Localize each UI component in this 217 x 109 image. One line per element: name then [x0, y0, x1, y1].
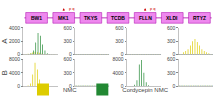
svg-text:A: A [0, 38, 9, 44]
svg-text:0: 0 [173, 83, 176, 89]
svg-text:600: 600 [167, 56, 176, 62]
svg-text:8000: 8000 [9, 56, 20, 62]
svg-text:4000: 4000 [9, 25, 20, 31]
svg-text:p q: p q [69, 6, 75, 11]
svg-text:0: 0 [69, 51, 72, 57]
svg-text:0: 0 [173, 51, 176, 57]
svg-text:RTYZ: RTYZ [193, 15, 206, 21]
svg-text:300: 300 [115, 38, 124, 44]
svg-text:MK1: MK1 [58, 15, 69, 21]
svg-text:8000: 8000 [112, 56, 123, 62]
svg-text:B: B [0, 70, 9, 75]
svg-text:2000: 2000 [9, 38, 20, 44]
svg-text:300: 300 [167, 70, 176, 76]
svg-text:300: 300 [63, 38, 72, 44]
svg-text:300: 300 [63, 70, 72, 76]
svg-text:FLLN: FLLN [139, 15, 152, 21]
svg-text:4000: 4000 [112, 70, 123, 76]
svg-text:Cordycepin NMC: Cordycepin NMC [122, 87, 168, 93]
svg-text:300: 300 [167, 38, 176, 44]
svg-text:0: 0 [17, 83, 20, 89]
svg-text:BW1: BW1 [31, 15, 42, 21]
svg-text:600: 600 [63, 25, 72, 31]
svg-text:p q: p q [150, 6, 156, 11]
svg-text:600: 600 [167, 25, 176, 31]
svg-text:600: 600 [115, 25, 124, 31]
svg-text:NMC: NMC [63, 87, 77, 93]
svg-text:0: 0 [121, 51, 124, 57]
svg-text:TKYS: TKYS [84, 15, 98, 21]
svg-text:TCDB: TCDB [111, 15, 125, 21]
svg-text:XLDI: XLDI [166, 15, 178, 21]
svg-text:600: 600 [63, 56, 72, 62]
svg-text:0: 0 [17, 51, 20, 57]
svg-text:4000: 4000 [9, 70, 20, 76]
